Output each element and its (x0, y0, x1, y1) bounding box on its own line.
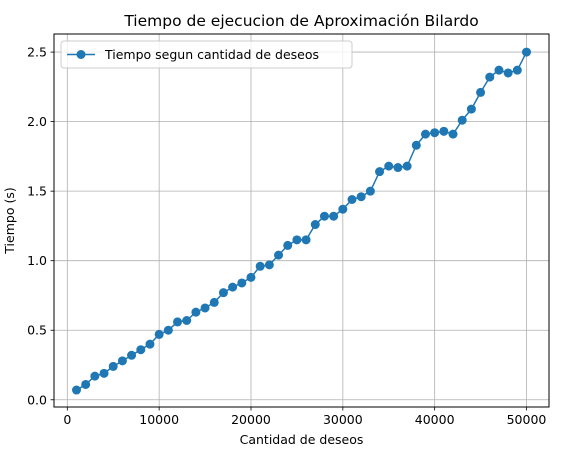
x-tick-label: 0 (63, 412, 71, 427)
legend-label: Tiempo segun cantidad de deseos (104, 47, 319, 62)
chart-title: Tiempo de ejecucion de Aproximación Bila… (123, 12, 478, 30)
data-point (237, 278, 247, 288)
data-point (99, 368, 109, 378)
data-point (173, 317, 183, 327)
data-point (72, 385, 81, 395)
data-point (191, 307, 201, 317)
data-point (356, 192, 366, 202)
data-point (108, 361, 118, 371)
y-tick-label: 0.5 (27, 323, 47, 338)
data-point (466, 104, 476, 114)
data-point (485, 72, 495, 82)
data-point (522, 47, 531, 57)
data-point (365, 186, 375, 196)
data-point (81, 379, 91, 389)
x-tick-label: 20000 (231, 412, 271, 427)
data-point (283, 240, 293, 250)
data-point (402, 161, 412, 171)
x-axis-label: Cantidad de deseos (240, 432, 364, 447)
y-axis-label: Tiempo (s) (2, 187, 17, 254)
data-point (512, 65, 522, 75)
data-point (420, 129, 430, 139)
data-point (264, 260, 274, 270)
data-point (90, 371, 100, 381)
data-point (274, 250, 284, 260)
x-tick-label: 50000 (507, 412, 547, 427)
data-point (347, 195, 357, 204)
data-point (218, 288, 228, 298)
y-tick-label: 2.0 (27, 114, 47, 129)
data-point (117, 356, 127, 366)
data-point (292, 235, 302, 245)
data-point (503, 68, 513, 78)
data-point (329, 211, 339, 221)
x-tick-label: 10000 (139, 412, 179, 427)
data-point (228, 282, 238, 292)
y-tick-label: 1.0 (27, 253, 47, 268)
y-tick-label: 1.5 (27, 184, 47, 199)
data-point (301, 235, 311, 245)
data-point (319, 211, 329, 221)
data-point (145, 339, 155, 349)
data-point (255, 261, 265, 271)
y-tick-label: 0.0 (27, 392, 47, 407)
data-point (338, 204, 348, 214)
data-point (209, 297, 219, 307)
data-point (127, 350, 137, 360)
data-point (393, 163, 403, 173)
y-tick-label: 2.5 (27, 45, 47, 60)
grid (54, 34, 549, 407)
data-point (182, 316, 192, 325)
legend-marker-swatch (76, 50, 86, 59)
plot-frame (53, 33, 550, 408)
legend-box (60, 40, 353, 69)
data-point (200, 303, 210, 313)
ticks: 0 10000 20000 30000 40000 50000 0.0 0.5 1.0 1.5 2.… (27, 45, 546, 427)
data-point (384, 161, 394, 171)
data-point (246, 272, 256, 282)
data-point (439, 126, 449, 136)
data-point (375, 167, 385, 177)
data-point (163, 325, 173, 335)
data-point (476, 87, 486, 97)
series-layer (72, 47, 531, 395)
legend: Tiempo segun cantidad de deseos (60, 40, 353, 69)
x-tick-label: 30000 (323, 412, 363, 427)
data-point (411, 140, 421, 150)
data-point (457, 115, 467, 125)
data-point (310, 220, 320, 230)
data-point (154, 329, 164, 339)
data-point (448, 129, 458, 139)
data-point (136, 345, 146, 355)
data-point (430, 128, 440, 138)
data-point (494, 65, 504, 75)
x-tick-label: 40000 (415, 412, 455, 427)
